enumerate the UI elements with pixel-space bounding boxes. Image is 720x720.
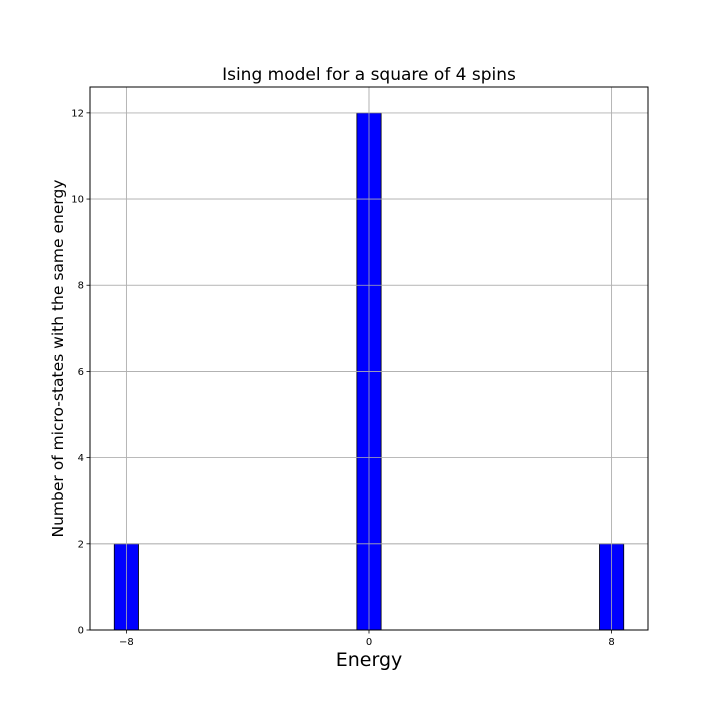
y-tick-label: 2 [78,539,84,550]
y-axis-ticks: 0 2 4 6 8 10 12 [71,108,90,637]
x-axis-ticks: −8 0 8 [119,630,615,648]
x-tick-label: −8 [119,637,134,648]
y-tick-label: 12 [71,108,84,119]
y-tick-label: 8 [78,281,84,292]
y-tick-label: 4 [78,453,84,464]
y-tick-label: 10 [71,195,84,206]
x-tick-label: 8 [608,637,614,648]
x-tick-label: 0 [366,637,372,648]
y-tick-label: 6 [78,367,84,378]
y-tick-label: 0 [78,626,84,637]
y-axis-label: Number of micro-states with the same ene… [49,180,67,538]
chart-title: Ising model for a square of 4 spins [222,65,516,85]
x-axis-label: Energy [336,649,403,671]
